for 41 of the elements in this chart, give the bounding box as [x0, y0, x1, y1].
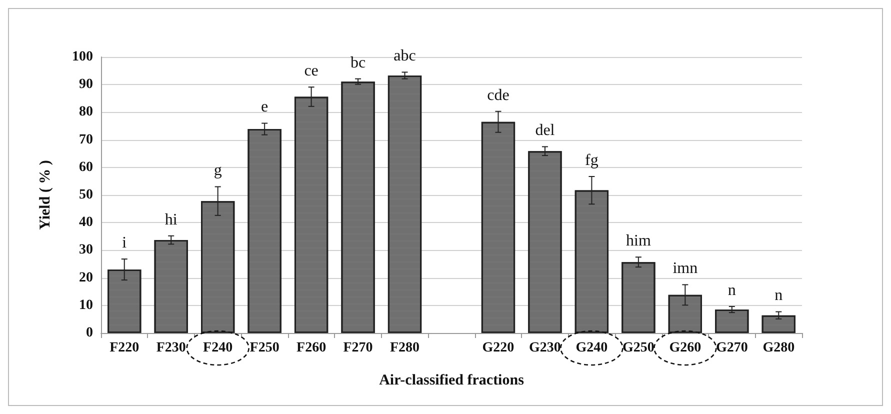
y-tick-label: 90: [79, 77, 93, 92]
data-label: imn: [672, 260, 698, 278]
data-label: del: [535, 122, 556, 140]
x-tick-label: G280: [762, 340, 795, 356]
data-label: i: [122, 234, 128, 252]
x-tick-label: F270: [343, 340, 373, 356]
x-tick-label: F240: [203, 340, 233, 356]
y-tick-label: 20: [79, 270, 93, 286]
data-label: him: [626, 232, 652, 250]
x-tick-label: F250: [250, 340, 280, 356]
x-axis-title: Air-classified fractions: [379, 372, 524, 388]
x-tick-label: G230: [529, 340, 561, 356]
x-tick-label: G240: [576, 340, 608, 356]
x-tick-label: G260: [669, 340, 702, 356]
data-label: e: [261, 98, 268, 116]
y-tick-label: 50: [79, 188, 93, 202]
data-label: fg: [585, 152, 598, 170]
data-label: n: [774, 287, 783, 304]
y-tick-label: 30: [79, 242, 93, 258]
x-tick-label: G220: [482, 340, 514, 356]
x-tick-label: F220: [110, 340, 140, 356]
data-label: abc: [394, 48, 416, 65]
data-label: g: [214, 162, 222, 180]
x-tick-label: F260: [296, 340, 326, 356]
data-label: hi: [164, 211, 178, 228]
x-tick-label: F230: [156, 340, 186, 356]
x-tick-label: G270: [716, 340, 748, 356]
data-label: n: [728, 282, 736, 300]
y-tick-label: 100: [72, 50, 93, 64]
y-tick-label: 0: [86, 326, 93, 340]
x-tick-label: F280: [390, 340, 420, 356]
y-tick-label: 40: [79, 215, 93, 230]
y-tick-label: 70: [79, 132, 93, 148]
y-tick-label: 80: [79, 104, 93, 120]
y-tick-label: 10: [79, 298, 93, 313]
y-tick-label: 60: [79, 160, 93, 175]
y-axis-title: Yield ( % ): [38, 160, 54, 230]
data-label: cde: [487, 86, 510, 104]
data-label: ce: [304, 62, 318, 80]
x-tick-label: G250: [622, 340, 654, 356]
data-label: bc: [350, 54, 366, 72]
